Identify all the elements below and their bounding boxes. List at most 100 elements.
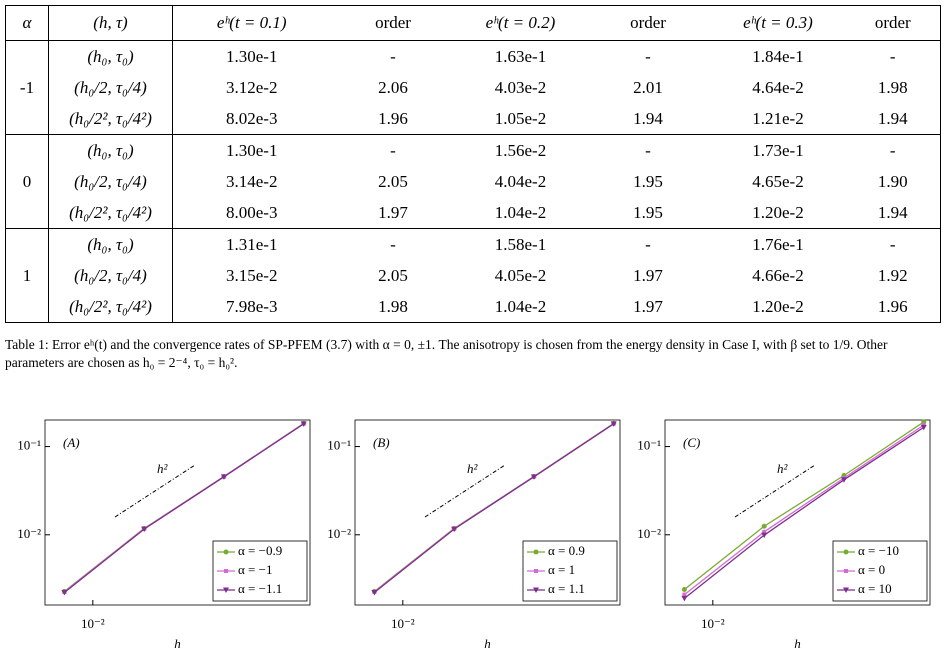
- point: [761, 532, 768, 539]
- x-tick-label: 10⁻²: [701, 616, 725, 631]
- legend-label: α = −1.1: [238, 581, 282, 596]
- legend-label: α = −1: [238, 562, 272, 577]
- series-line: [64, 423, 305, 593]
- table-cell: 1.95: [633, 202, 663, 222]
- point: [534, 569, 538, 573]
- table-row: -1 (h₀, τ₀) 1.30e-1-1.63e-1-1.84e-1-: [5, 40, 941, 135]
- series-line: [374, 423, 615, 593]
- x-axis-label: h: [484, 636, 491, 651]
- table-cell: 1.97: [633, 296, 663, 316]
- legend-label: α = 0: [858, 562, 885, 577]
- header-cell: eʰ(t = 0.3): [710, 5, 846, 41]
- table-cell: -: [330, 134, 456, 166]
- table-cell: 1.31e-1: [172, 228, 331, 260]
- table-cell: (h₀/2, τ₀/4): [48, 72, 173, 103]
- x-tick-label: 10⁻²: [81, 616, 105, 631]
- table-cell: 1.30e-1: [172, 134, 331, 166]
- x-axis-label: h: [174, 636, 181, 651]
- point: [762, 529, 767, 534]
- point: [843, 549, 849, 555]
- legend-label: α = 0.9: [548, 543, 585, 558]
- table-cell: (h₀/2², τ₀/4²): [48, 197, 173, 229]
- table-cell: -: [585, 134, 711, 166]
- legend-label: α = −0.9: [238, 543, 282, 558]
- plot-frame: [44, 419, 311, 606]
- table-cell: -: [845, 134, 941, 166]
- plot-frame: [664, 419, 931, 606]
- table-cell: 1.04e-2: [494, 202, 547, 222]
- charts: 10⁻² 10⁻¹ 10⁻² h (A) h² α = −0.9 α = −1 α = −1.1…: [17, 419, 931, 651]
- point: [141, 526, 148, 533]
- table-cell: 2.06: [378, 77, 408, 97]
- point: [681, 586, 687, 592]
- table-cell: 1.20e-2: [752, 202, 804, 222]
- table-cell: 1.97: [378, 202, 408, 222]
- header-cell: order: [585, 5, 711, 41]
- table-cell: 8.00e-3: [226, 202, 278, 222]
- table-cell: (h₀, τ₀): [48, 40, 173, 72]
- table-cell: 4.04e-2: [494, 171, 547, 191]
- table-cell: 4.65e-2: [752, 171, 804, 191]
- point: [610, 421, 617, 427]
- table-cell: 4.66e-2: [752, 265, 804, 285]
- y-tick-label: 10⁻¹: [637, 438, 661, 453]
- table-row: (h₀/2², τ₀/4²) 7.98e-3 1.98 1.04e-2 1.97 1.20…: [6, 291, 941, 323]
- table-cell: (h₀/2², τ₀/4²): [48, 103, 173, 135]
- slope-guide: [114, 464, 196, 518]
- table-cell: -: [845, 228, 941, 260]
- point: [223, 549, 229, 555]
- table-cell: 1.94: [633, 108, 663, 128]
- slope-annotation: h²: [777, 461, 789, 476]
- table-cell: (h₀/2, τ₀/4): [48, 260, 173, 291]
- slope-guide: [734, 464, 816, 518]
- table-row: (h₀/2, τ₀/4) 3.12e-2 2.06 4.03e-2 2.01 4.64e-…: [6, 72, 941, 103]
- point: [840, 477, 847, 483]
- table-cell: 1.94: [877, 108, 908, 128]
- point: [371, 589, 378, 596]
- x-tick-label: 10⁻²: [391, 616, 415, 631]
- table-cell: 4.05e-2: [494, 265, 547, 285]
- alpha-cell: -1: [5, 40, 49, 135]
- y-tick-label: 10⁻²: [17, 526, 41, 541]
- slope-annotation: h²: [157, 461, 169, 476]
- point: [533, 549, 539, 555]
- header-cell: α: [5, 5, 49, 41]
- slope-guide: [424, 464, 506, 518]
- point: [451, 526, 458, 533]
- table-cell: 2.05: [378, 265, 408, 285]
- point: [220, 474, 227, 480]
- table-cell: 1.76e-1: [710, 228, 846, 260]
- table-cell: -: [330, 228, 456, 260]
- table-cell: 1.96: [877, 296, 908, 316]
- table-row: (h₀/2, τ₀/4) 3.15e-2 2.05 4.05e-2 1.97 4.66e-…: [6, 260, 941, 291]
- table-cell: -: [330, 40, 456, 72]
- alpha-cell: 0: [5, 134, 49, 229]
- table-cell: 1.21e-2: [752, 108, 804, 128]
- table-cell: 1.56e-2: [455, 134, 586, 166]
- point: [300, 421, 307, 427]
- header-cell: eʰ(t = 0.1): [172, 5, 331, 41]
- plot-frame: [354, 419, 621, 606]
- point: [61, 589, 68, 596]
- legend-label: α = 1.1: [548, 581, 585, 596]
- table-cell: 1.04e-2: [494, 296, 547, 316]
- header-cell: eʰ(t = 0.2): [455, 5, 586, 41]
- header-row: α (h, τ) eʰ(t = 0.1) order eʰ(t = 0.2) order e…: [5, 5, 941, 41]
- point: [224, 569, 228, 573]
- series-line: [684, 426, 925, 599]
- table-cell: 1.98: [877, 77, 908, 97]
- table-cell: 7.98e-3: [226, 296, 278, 316]
- table-row: 1 (h₀, τ₀) 1.31e-1-1.58e-1-1.76e-1-: [5, 228, 941, 323]
- panel-label: (B): [373, 435, 390, 450]
- table-cell: (h₀/2, τ₀/4): [48, 166, 173, 197]
- panel-label: (C): [683, 435, 700, 450]
- point: [533, 587, 539, 593]
- table-cell: 3.12e-2: [226, 77, 278, 97]
- slope-annotation: h²: [467, 461, 479, 476]
- table-cell: (h₀, τ₀): [48, 228, 173, 260]
- table-cell: -: [585, 228, 711, 260]
- table-cell: 2.01: [633, 77, 663, 97]
- y-tick-label: 10⁻¹: [17, 438, 41, 453]
- table-row: (h₀/2², τ₀/4²) 8.02e-3 1.96 1.05e-2 1.94 1.21…: [6, 103, 941, 135]
- series-line: [684, 424, 925, 596]
